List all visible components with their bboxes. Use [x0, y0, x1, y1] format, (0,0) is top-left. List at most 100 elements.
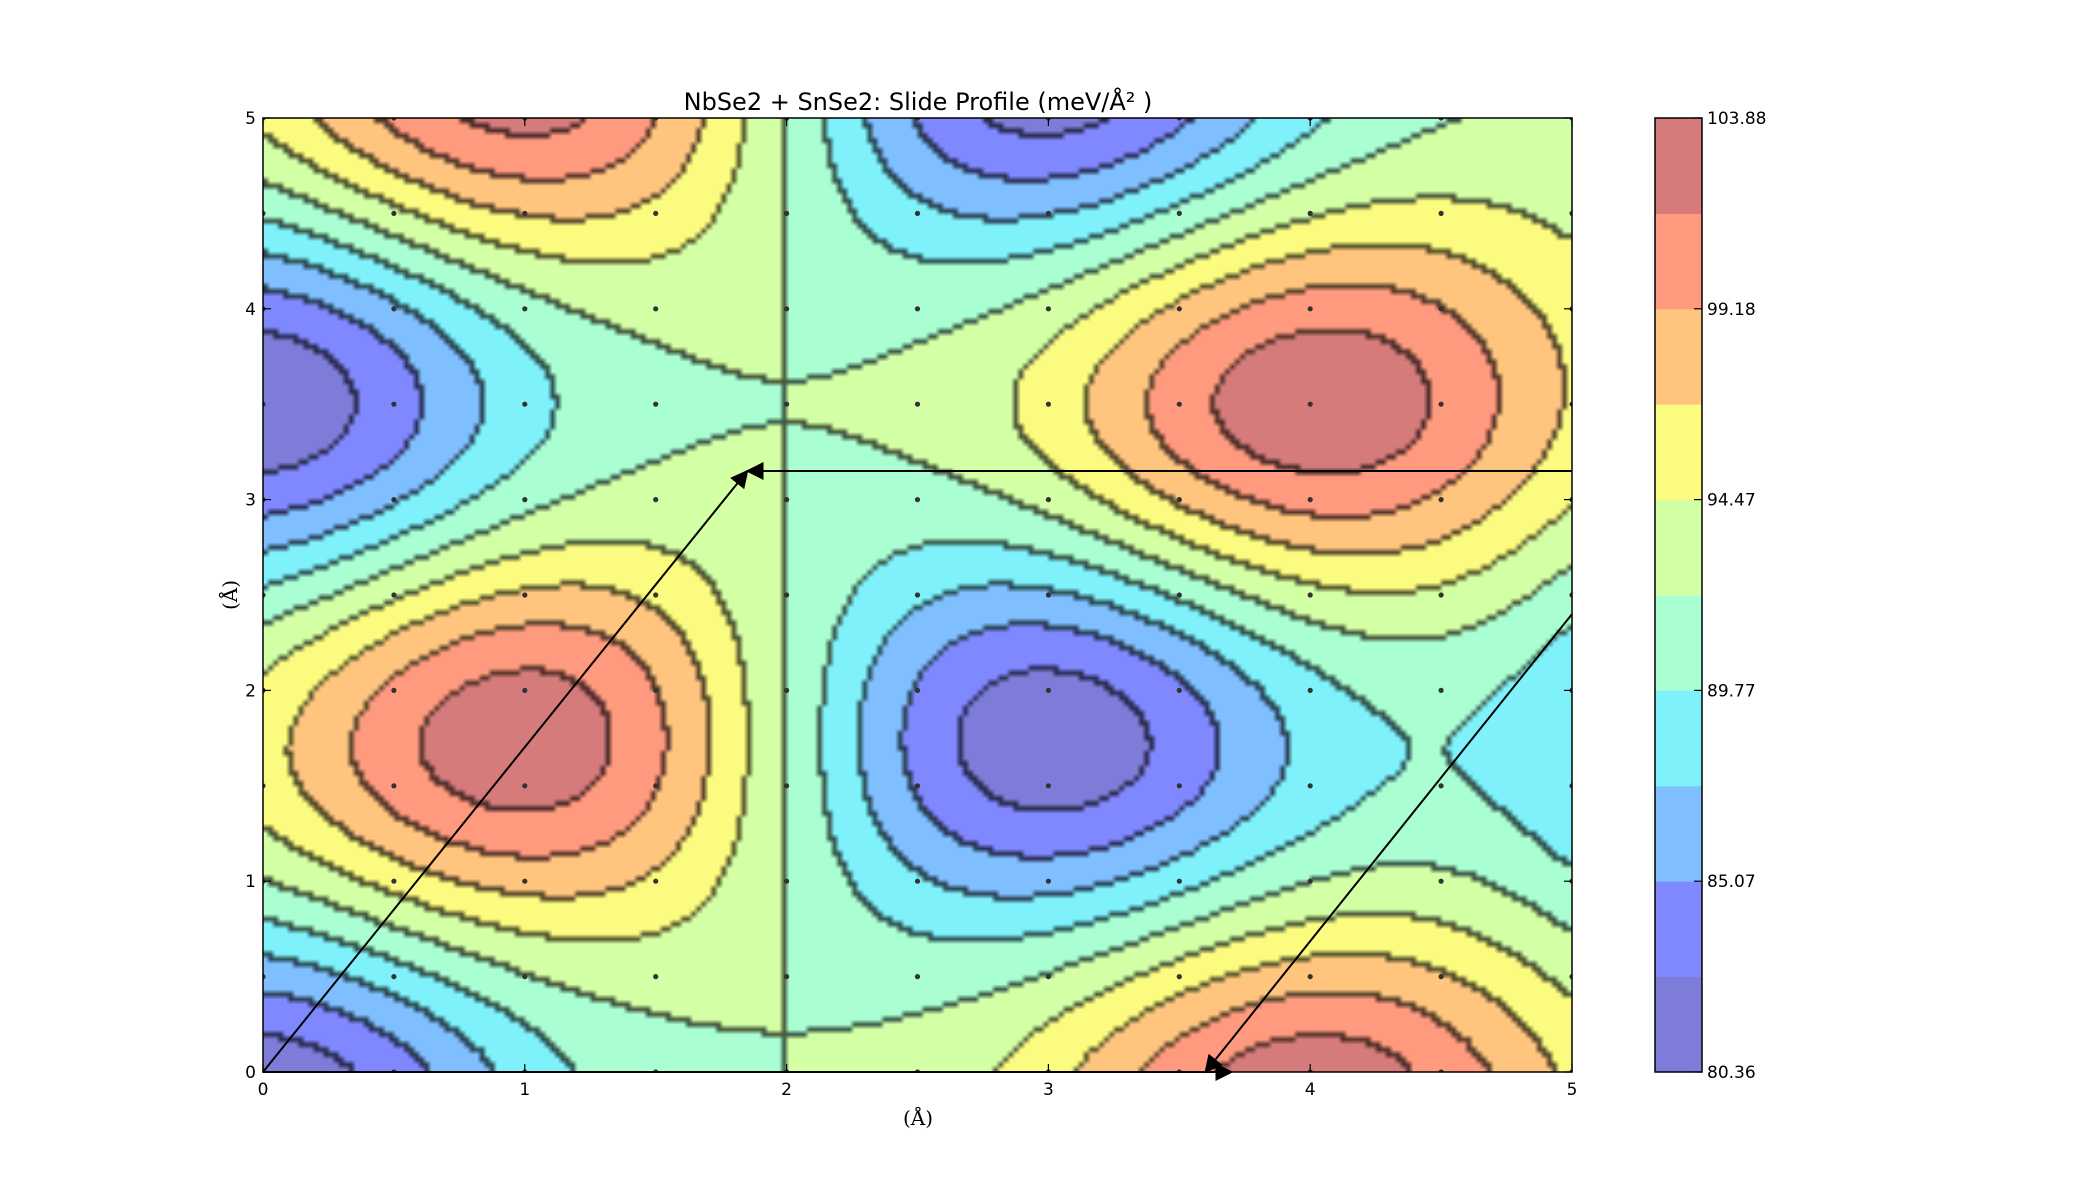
sample-point [1307, 210, 1313, 216]
sample-point [653, 783, 659, 789]
colorbar-band [1655, 404, 1702, 501]
sample-point [1176, 306, 1182, 312]
colorbar-frame [1654, 117, 1703, 1073]
sample-point [1176, 497, 1182, 503]
sample-point [391, 497, 397, 503]
sample-point [1045, 974, 1051, 980]
sample-point [1045, 687, 1051, 694]
sample-point [1176, 687, 1182, 694]
colorbar-tick-label: 89.77 [1707, 681, 1756, 701]
x-tick-label: 2 [781, 1080, 792, 1100]
sample-point [1307, 783, 1313, 789]
sample-point [653, 878, 659, 884]
sample-point [1438, 401, 1444, 407]
sample-point [522, 497, 528, 503]
y-tick-label: 3 [245, 491, 256, 511]
sample-point [391, 687, 397, 694]
sample-point [653, 306, 659, 312]
sample-point [1176, 783, 1182, 789]
sample-point [1045, 592, 1051, 598]
y-axis-label: (Å) [217, 580, 242, 610]
sample-point [391, 401, 397, 407]
sample-point [522, 306, 528, 312]
colorbar-band [1655, 118, 1702, 214]
sample-point [784, 974, 790, 980]
plot-frame [262, 117, 1573, 1073]
sample-point [653, 497, 659, 503]
sample-point [522, 210, 528, 216]
colorbar-tick-label: 103.88 [1707, 109, 1766, 129]
sample-point [653, 401, 659, 407]
sample-point [522, 592, 528, 598]
sample-point [1438, 210, 1444, 216]
slide-arrow [262, 469, 749, 1073]
sample-point [784, 210, 790, 216]
sample-point [1045, 401, 1051, 407]
colorbar-tick-label: 85.07 [1707, 872, 1756, 892]
sample-point [1045, 497, 1051, 503]
sample-point [914, 497, 921, 503]
x-tick-label: 5 [1567, 1080, 1578, 1100]
sample-point [1045, 878, 1051, 884]
sample-point [1176, 210, 1182, 216]
sample-point [1307, 878, 1313, 884]
sample-point [1438, 497, 1444, 503]
sample-point [522, 401, 528, 407]
sample-point [1438, 878, 1444, 884]
sample-point [1438, 974, 1444, 980]
colorbar-tick-label: 94.47 [1707, 491, 1756, 511]
colorbar-band [1655, 690, 1702, 787]
sample-point [1176, 401, 1182, 407]
sample-point [914, 210, 921, 216]
sample-point [653, 687, 659, 694]
x-axis-label: (Å) [903, 1105, 933, 1130]
sample-point [1307, 401, 1313, 407]
colorbar-band [1655, 499, 1702, 596]
sample-point [784, 687, 790, 694]
x-tick-label: 4 [1305, 1080, 1316, 1100]
sample-point [1307, 497, 1313, 503]
y-tick-label: 1 [245, 872, 256, 892]
x-tick-label: 1 [519, 1080, 530, 1100]
sample-point [1176, 592, 1182, 598]
sample-point [522, 783, 528, 789]
sample-point [914, 974, 921, 980]
sample-point [391, 783, 397, 789]
sample-point [391, 592, 397, 598]
sample-point [914, 592, 921, 598]
slide-arrow [1204, 613, 1573, 1074]
sample-point [914, 306, 921, 312]
y-tick-label: 4 [245, 300, 256, 320]
sample-point [391, 210, 397, 216]
sample-point [391, 878, 397, 884]
sample-point [914, 878, 921, 884]
sample-point [1307, 974, 1313, 980]
sample-point [914, 687, 921, 694]
sample-point [784, 401, 790, 407]
colorbar-tick-label: 99.18 [1707, 300, 1756, 320]
colorbar-tick-label: 80.36 [1707, 1063, 1756, 1083]
sample-point [1438, 306, 1444, 312]
sample-point [653, 210, 659, 216]
sample-point [1045, 306, 1051, 312]
sample-point [784, 783, 790, 789]
sample-point [653, 974, 659, 980]
colorbar-band [1655, 881, 1702, 978]
sample-point [1307, 592, 1313, 598]
sample-point [1438, 783, 1444, 789]
sample-point [1045, 210, 1051, 216]
colorbar-band [1655, 595, 1702, 691]
colorbar-band [1655, 308, 1702, 405]
sample-point [784, 306, 790, 312]
sample-point [522, 687, 528, 694]
y-tick-label: 5 [245, 109, 256, 129]
sample-point [522, 974, 528, 980]
sample-point [1438, 687, 1444, 694]
sample-point [391, 306, 397, 312]
sample-point [1307, 306, 1313, 312]
sample-point [1438, 592, 1444, 598]
sample-point [784, 497, 790, 503]
y-tick-label: 0 [245, 1063, 256, 1083]
sample-point [1176, 974, 1182, 980]
